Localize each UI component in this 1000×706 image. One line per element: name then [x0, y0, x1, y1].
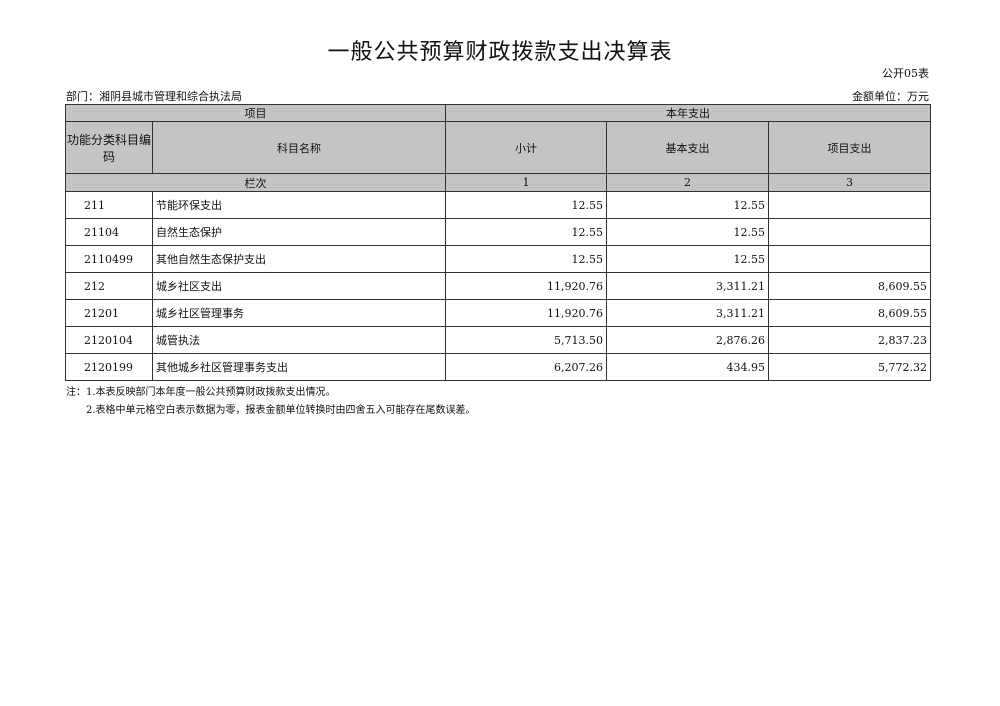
code-cell: 212: [65, 272, 153, 300]
table-row: 212 城乡社区支出 11,920.76 3,311.21 8,609.55: [65, 272, 931, 300]
subtotal-cell: 6,207.26: [445, 353, 607, 381]
code-cell: 21201: [65, 299, 153, 327]
table-row: 2110499 其他自然生态保护支出 12.55 12.55: [65, 245, 931, 273]
name-cell: 城乡社区管理事务: [152, 299, 446, 327]
note-1: 注：1.本表反映部门本年度一般公共预算财政拨款支出情况。: [66, 387, 336, 398]
subtotal-cell: 12.55: [445, 191, 607, 219]
basic-cell: 2,876.26: [606, 326, 769, 354]
note-2: 2.表格中单元格空白表示数据为零，报表金额单位转换时由四舍五入可能存在尾数误差。: [86, 405, 476, 416]
unit-label: 金额单位：万元: [852, 90, 929, 103]
page-title: 一般公共预算财政拨款支出决算表: [327, 40, 673, 65]
subtotal-cell: 11,920.76: [445, 299, 607, 327]
basic-cell: 12.55: [606, 245, 769, 273]
basic-cell: 434.95: [606, 353, 769, 381]
subtotal-cell: 11,920.76: [445, 272, 607, 300]
table-row: 21104 自然生态保护 12.55 12.55: [65, 218, 931, 246]
department-label: 部门：湘阴县城市管理和综合执法局: [66, 90, 242, 103]
project-cell: 8,609.55: [768, 299, 931, 327]
table-code: 公开05表: [882, 67, 929, 80]
name-cell: 节能环保支出: [152, 191, 446, 219]
table-row: 2120199 其他城乡社区管理事务支出 6,207.26 434.95 5,772.3…: [65, 353, 931, 381]
header-subtotal: 小计: [445, 121, 607, 174]
header-code: 功能分类科目编码: [65, 121, 153, 174]
name-cell: 其他城乡社区管理事务支出: [152, 353, 446, 381]
header-project: 项目: [65, 104, 446, 122]
basic-cell: 12.55: [606, 218, 769, 246]
project-cell: [768, 191, 931, 219]
project-cell: 2,837.23: [768, 326, 931, 354]
table-row: 211 节能环保支出 12.55 12.55: [65, 191, 931, 219]
subtotal-cell: 5,713.50: [445, 326, 607, 354]
project-cell: 8,609.55: [768, 272, 931, 300]
table-row: 21201 城乡社区管理事务 11,920.76 3,311.21 8,609.55: [65, 299, 931, 327]
header-column-index: 栏次: [65, 173, 446, 192]
name-cell: 城管执法: [152, 326, 446, 354]
basic-cell: 3,311.21: [606, 272, 769, 300]
code-cell: 2120199: [65, 353, 153, 381]
basic-cell: 3,311.21: [606, 299, 769, 327]
subtotal-cell: 12.55: [445, 245, 607, 273]
header-current-year: 本年支出: [445, 104, 931, 122]
name-cell: 其他自然生态保护支出: [152, 245, 446, 273]
code-cell: 211: [65, 191, 153, 219]
table-row: 2120104 城管执法 5,713.50 2,876.26 2,837.23: [65, 326, 931, 354]
code-cell: 21104: [65, 218, 153, 246]
name-cell: 城乡社区支出: [152, 272, 446, 300]
column-3: 3: [768, 173, 931, 192]
code-cell: 2120104: [65, 326, 153, 354]
expenditure-table: 项目 本年支出 功能分类科目编码 科目名称 小计 基本支出 项目支出 栏次 1 2 3 211 节…: [65, 104, 931, 381]
column-1: 1: [445, 173, 607, 192]
subtotal-cell: 12.55: [445, 218, 607, 246]
project-cell: [768, 218, 931, 246]
header-name: 科目名称: [152, 121, 446, 174]
project-cell: 5,772.32: [768, 353, 931, 381]
basic-cell: 12.55: [606, 191, 769, 219]
code-cell: 2110499: [65, 245, 153, 273]
header-basic: 基本支出: [606, 121, 769, 174]
header-project-expense: 项目支出: [768, 121, 931, 174]
column-2: 2: [606, 173, 769, 192]
name-cell: 自然生态保护: [152, 218, 446, 246]
project-cell: [768, 245, 931, 273]
